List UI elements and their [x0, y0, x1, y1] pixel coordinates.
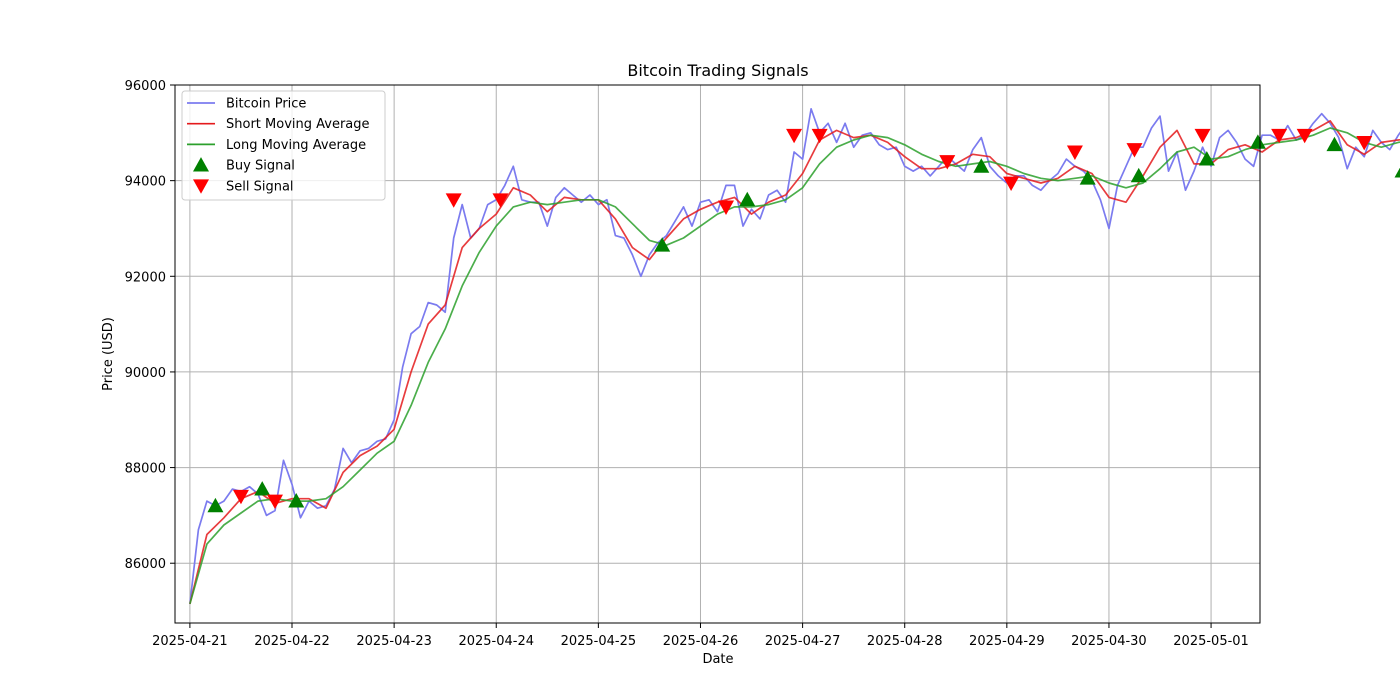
buy-signal-marker — [739, 191, 756, 207]
buy-signal-marker — [654, 237, 671, 252]
y-tick-label: 90000 — [125, 366, 166, 381]
y-tick-label: 96000 — [125, 79, 166, 94]
x-tick-label: 2025-04-22 — [254, 634, 330, 649]
buy-signal-marker — [1394, 167, 1400, 178]
legend-short-moving-average-label: Short Moving Average — [226, 117, 370, 132]
sell-signal-marker — [939, 155, 956, 170]
legend-buy-signal-label: Buy Signal — [226, 159, 295, 174]
sell-signal-marker — [1126, 143, 1143, 158]
buy-signal-marker — [288, 493, 305, 508]
buy-signal-marker — [1326, 136, 1343, 152]
y-axis-label: Price (USD) — [101, 317, 116, 391]
plot-frame — [174, 84, 1261, 624]
sell-signal-marker — [1066, 145, 1083, 160]
sell-signal-marker — [266, 494, 283, 510]
chart-title: Bitcoin Trading Signals — [627, 61, 808, 80]
x-tick-label: 2025-05-01 — [1173, 634, 1249, 649]
sell-signal-marker — [232, 489, 249, 505]
legend: Bitcoin Price Short Moving Average Long Mo… — [181, 90, 386, 201]
legend-box — [181, 90, 386, 201]
sell-signal-marker — [1271, 128, 1288, 144]
y-axis: 86000 88000 90000 92000 94000 96000 — [125, 79, 175, 572]
x-tick-label: 2025-04-24 — [458, 634, 534, 649]
bitcoin-price-line — [189, 108, 1400, 604]
sell-signal-marker — [492, 193, 509, 208]
signal-markers — [207, 128, 1400, 513]
buy-signal-marker — [973, 158, 990, 173]
buy-signal-marker — [1079, 170, 1096, 185]
sell-signal-marker — [445, 193, 462, 208]
sell-signal-marker — [718, 200, 735, 215]
legend-bitcoin-price-label: Bitcoin Price — [226, 97, 306, 112]
sell-signal-marker — [1296, 128, 1313, 144]
sell-signal-marker — [1003, 176, 1020, 192]
buy-signal-marker — [1130, 167, 1147, 183]
x-tick-label: 2025-04-26 — [663, 634, 739, 649]
sell-signal-marker — [811, 128, 828, 144]
y-tick-label: 94000 — [125, 175, 166, 190]
x-tick-label: 2025-04-23 — [356, 634, 432, 649]
x-tick-label: 2025-04-30 — [1071, 634, 1147, 649]
legend-long-moving-average-label: Long Moving Average — [226, 138, 366, 153]
legend-sell-signal-swatch — [193, 179, 209, 194]
buy-signal-marker — [1249, 134, 1266, 149]
x-tick-label: 2025-04-21 — [152, 634, 228, 649]
x-tick-label: 2025-04-28 — [867, 634, 943, 649]
y-tick-label: 86000 — [125, 557, 166, 572]
legend-buy-signal-swatch — [193, 157, 209, 172]
x-axis: 2025-04-21 2025-04-22 2025-04-23 2025-04-24… — [152, 623, 1249, 649]
buy-signal-marker — [254, 481, 271, 496]
sell-signal-marker — [1194, 128, 1211, 144]
y-tick-label: 92000 — [125, 270, 166, 285]
x-tick-label: 2025-04-27 — [765, 634, 841, 649]
sell-signal-marker — [1356, 135, 1373, 151]
y-tick-label: 88000 — [125, 462, 166, 477]
buy-signal-marker — [1198, 151, 1215, 166]
x-tick-label: 2025-04-29 — [969, 634, 1045, 649]
x-axis-label: Date — [702, 652, 733, 667]
x-tick-label: 2025-04-25 — [561, 634, 637, 649]
sell-signal-marker — [786, 128, 803, 144]
buy-signal-marker — [207, 497, 224, 513]
legend-sell-signal-label: Sell Signal — [226, 179, 294, 194]
